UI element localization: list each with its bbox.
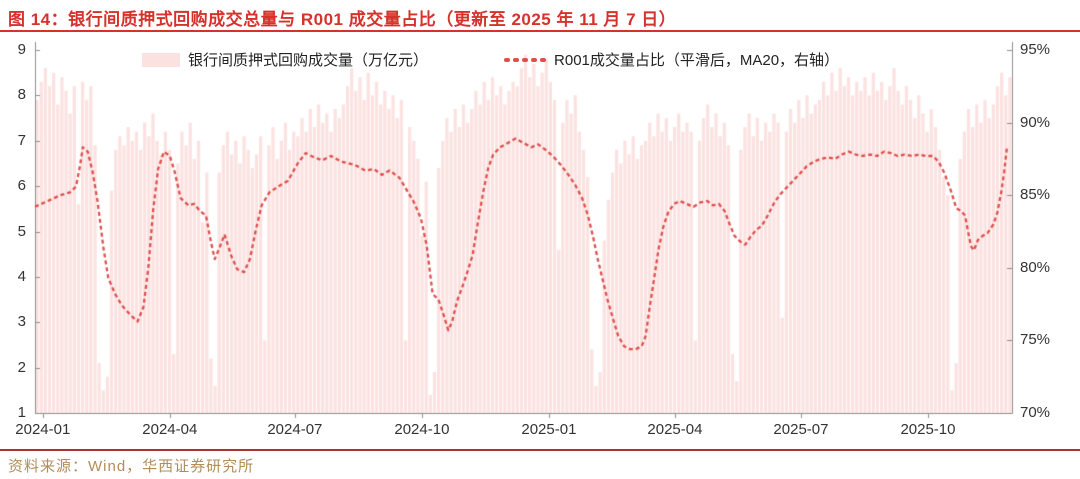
legend-item-bars: 银行间质押式回购成交量（万亿元）	[142, 49, 428, 70]
dashed-line-marker	[504, 57, 547, 62]
left-axis-tick-label: 5	[17, 222, 26, 240]
x-axis-tick-label: 2024-10	[394, 421, 450, 438]
left-axis-tick-label: 2	[17, 358, 26, 376]
right-axis-tick-label: 80%	[1020, 258, 1051, 276]
x-axis-tick-label: 2025-01	[521, 421, 577, 438]
right-axis-tick-label: 95%	[1020, 41, 1051, 58]
legend-item-label: R001成交量占比（平滑后，MA20，右轴）	[554, 52, 840, 69]
source-divider	[0, 449, 1080, 451]
x-axis-tick-label: 2025-10	[900, 421, 956, 438]
right-axis-tick-label: 90%	[1020, 113, 1051, 131]
figure-title: 图 14：银行间质押式回购成交总量与 R001 成交量占比（更新至 2025 年…	[8, 10, 677, 29]
left-axis-tick-label: 6	[17, 177, 26, 195]
title-rule	[0, 30, 1080, 32]
x-axis-tick-label: 2024-07	[267, 421, 323, 438]
source-note: 资料来源：Wind，华西证券研究所	[8, 458, 255, 475]
bar-series-swatch	[142, 52, 180, 67]
x-axis-tick-label: 2024-01	[15, 421, 71, 438]
x-axis-tick-label: 2024-04	[142, 421, 198, 438]
left-axis-tick-label: 4	[17, 267, 26, 285]
x-axis-tick-label: 2025-07	[773, 421, 829, 438]
legend-item-label: 银行间质押式回购成交量（万亿元）	[188, 52, 429, 69]
right-axis-tick-label: 75%	[1020, 331, 1051, 349]
left-axis-tick-label: 3	[17, 313, 26, 331]
left-axis-tick-label: 1	[17, 404, 26, 421]
repo-volume-chart-canvas	[0, 36, 1080, 448]
left-axis-tick-label: 8	[17, 86, 26, 104]
legend: 银行间质押式回购成交量（万亿元） R001成交量占比（平滑后，MA20，右轴）	[142, 49, 839, 70]
x-axis-tick-label: 2025-04	[647, 421, 703, 438]
left-axis-tick-label: 9	[17, 41, 26, 58]
right-axis-tick-label: 85%	[1020, 186, 1051, 204]
chart-area: 银行间质押式回购成交量（万亿元） R001成交量占比（平滑后，MA20，右轴） …	[0, 36, 1080, 448]
right-axis-tick-label: 70%	[1020, 404, 1051, 421]
left-axis-tick-label: 7	[17, 131, 26, 149]
legend-item-line: R001成交量占比（平滑后，MA20，右轴）	[504, 49, 839, 70]
